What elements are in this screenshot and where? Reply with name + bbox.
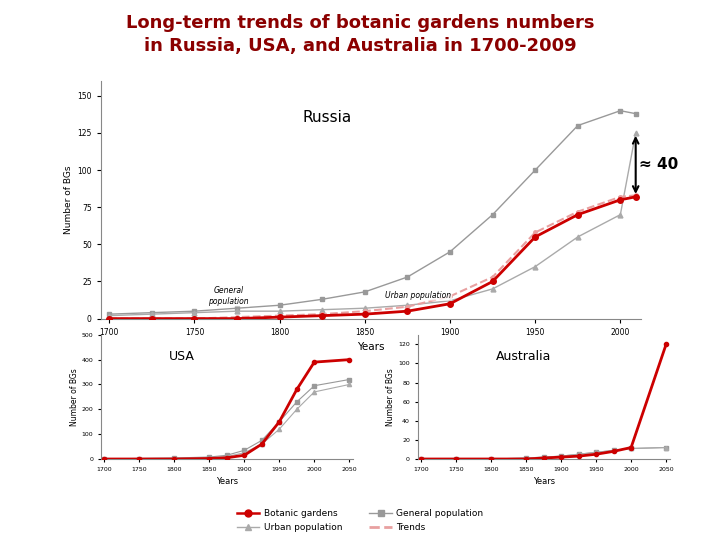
Text: ≈ 40: ≈ 40 — [639, 157, 678, 172]
Y-axis label: Number of BGs: Number of BGs — [387, 368, 395, 426]
Text: Urban population: Urban population — [385, 291, 451, 300]
Text: USA: USA — [168, 350, 194, 363]
Legend: Botanic gardens, Urban population, General population, Trends: Botanic gardens, Urban population, Gener… — [233, 506, 487, 536]
Y-axis label: Number of BGs: Number of BGs — [64, 166, 73, 234]
Text: Russia: Russia — [303, 110, 352, 125]
Text: General
population: General population — [208, 286, 249, 306]
X-axis label: Years: Years — [533, 477, 554, 486]
X-axis label: Years: Years — [216, 477, 238, 486]
X-axis label: Years: Years — [357, 342, 384, 352]
Text: Australia: Australia — [496, 350, 551, 363]
Y-axis label: Number of BGs: Number of BGs — [70, 368, 78, 426]
Text: Long-term trends of botanic gardens numbers
in Russia, USA, and Australia in 170: Long-term trends of botanic gardens numb… — [126, 14, 594, 55]
